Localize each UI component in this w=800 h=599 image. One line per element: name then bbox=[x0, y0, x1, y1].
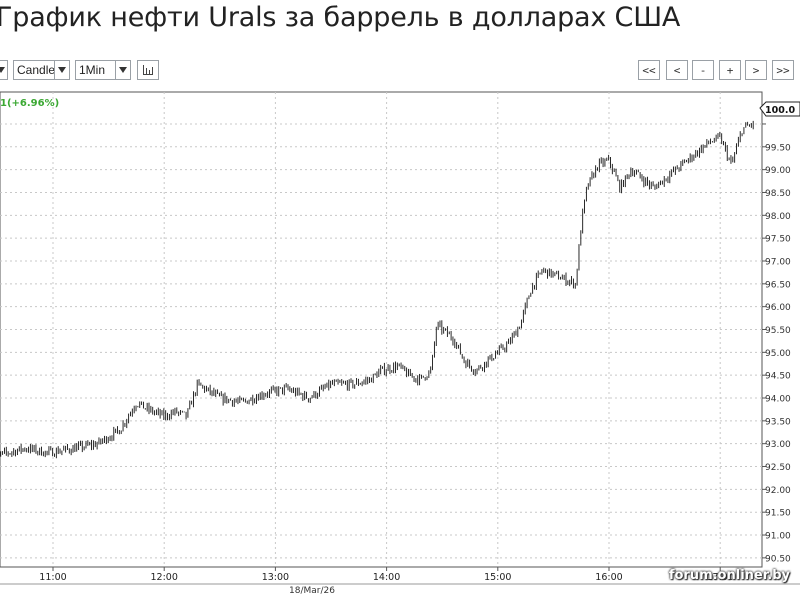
y-tick-label: 94.00 bbox=[765, 395, 791, 405]
indicators-button[interactable] bbox=[137, 60, 159, 80]
x-axis: 11:00 12:00 13:00 14:00 15:00 16:00 17:00 bbox=[0, 567, 800, 585]
y-tick-label: 93.50 bbox=[765, 417, 791, 427]
x-tick-label: 12:00 bbox=[151, 572, 178, 583]
chart-toolbar: Candle 1Min << < - + > >> bbox=[0, 58, 800, 84]
y-tick-label: 95.50 bbox=[765, 326, 791, 336]
zoom-out-button[interactable]: - bbox=[692, 60, 714, 80]
y-tick-label: 99.00 bbox=[765, 166, 791, 176]
y-tick-label: 98.00 bbox=[765, 212, 791, 222]
y-tick-label: 97.00 bbox=[765, 257, 791, 267]
y-tick-label: 91.50 bbox=[765, 509, 791, 519]
y-tick-label: 97.50 bbox=[765, 235, 791, 245]
y-tick-label: 93.00 bbox=[765, 440, 791, 450]
y-tick-label: 96.00 bbox=[765, 303, 791, 313]
y-tick-label: 94.50 bbox=[765, 372, 791, 382]
chart-type-value: Candle bbox=[17, 63, 54, 77]
interval-value: 1Min bbox=[79, 63, 106, 77]
interval-select[interactable]: 1Min bbox=[75, 60, 131, 80]
candles bbox=[0, 120, 754, 459]
x-tick-label: 15:00 bbox=[484, 572, 511, 583]
nav-first-button[interactable]: << bbox=[638, 60, 660, 80]
chevron-down-icon bbox=[115, 61, 130, 79]
nav-prev-button[interactable]: < bbox=[666, 60, 688, 80]
grid-lines bbox=[0, 92, 762, 567]
y-tick-label: 98.50 bbox=[765, 189, 791, 199]
price-chart[interactable]: 90.50 91.00 91.50 92.00 92.50 93.00 93.50 94.00… bbox=[0, 90, 800, 599]
date-label: 18/Mar/26 bbox=[289, 586, 335, 596]
y-tick-label: 92.50 bbox=[765, 463, 791, 473]
nav-next-button[interactable]: > bbox=[745, 60, 767, 80]
chevron-down-icon bbox=[54, 61, 69, 79]
last-price-marker: 100.0 bbox=[759, 101, 800, 117]
x-tick-label: 16:00 bbox=[595, 572, 622, 583]
first-dropdown[interactable] bbox=[0, 60, 8, 80]
y-tick-label: 92.00 bbox=[765, 486, 791, 496]
y-axis: 90.50 91.00 91.50 92.00 92.50 93.00 93.50 94.00… bbox=[762, 123, 791, 564]
watermark: forum.onliner.by bbox=[668, 568, 790, 583]
nav-last-button[interactable]: >> bbox=[772, 60, 794, 80]
x-tick-label: 11:00 bbox=[39, 572, 66, 583]
page-title: График нефти Urals за баррель в долларах… bbox=[0, 2, 681, 33]
x-tick-label: 17:00 bbox=[707, 572, 734, 583]
bar-list-icon bbox=[143, 65, 153, 75]
x-tick-label: 14:00 bbox=[373, 572, 400, 583]
last-price-label: 100.0 bbox=[765, 105, 795, 116]
y-tick-label: 96.50 bbox=[765, 280, 791, 290]
y-tick-label: 99.50 bbox=[765, 143, 791, 153]
y-tick-label: 95.00 bbox=[765, 349, 791, 359]
y-tick-label: 91.00 bbox=[765, 532, 791, 542]
y-tick-label: 90.50 bbox=[765, 554, 791, 564]
chevron-down-icon bbox=[0, 61, 7, 79]
x-tick-label: 13:00 bbox=[262, 572, 289, 583]
change-label: 1(+6.96%) bbox=[0, 98, 59, 109]
chart-type-select[interactable]: Candle bbox=[13, 60, 70, 80]
zoom-in-button[interactable]: + bbox=[719, 60, 741, 80]
